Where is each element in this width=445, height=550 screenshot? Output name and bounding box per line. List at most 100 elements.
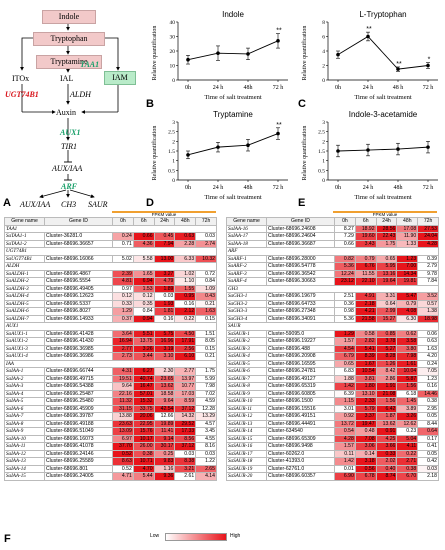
fpkm-value-cell: 4.25 [375,434,398,443]
gene-name-cell: SaSAUR-8 [226,382,267,391]
fpkm-value-cell: 3.27 [153,269,176,278]
data-point [366,148,370,152]
y-tick-label: 2 [172,139,175,145]
fpkm-value-cell: 11.90 [396,232,419,241]
gene-name-cell: SaSAUR-6 [226,367,267,376]
fpkm-value-cell: 3.43 [354,239,377,248]
fpkm-value-cell: 0.24 [417,359,439,368]
fpkm-value-cell: 0.22 [396,449,419,458]
fpkm-value-cell: 5.75 [153,329,176,338]
heatmap-row: SaUGT74B1 Cluster-68696.16066 5.02 5.58 13.0… [4,254,217,263]
chart-title: Tryptamine [213,110,253,119]
fpkm-value-cell: 11.32 [112,397,134,406]
fpkm-value-cell: 3.26 [132,344,155,353]
fpkm-value-cell: 3.44 [132,352,155,361]
fpkm-value-cell: 4.28 [417,239,439,248]
heatmap-row: SaALDH-6 Cluster-68696.8027 1.29 0.84 1.81 2.… [4,307,217,316]
fpkm-value-cell: 13.09 [112,427,134,436]
fpkm-value-cell: 0.58 [354,329,377,338]
gene-id-cell: Cluster-68696.65319 [266,382,335,391]
gene-id-cell: Cluster-68696.39787 [44,412,113,421]
fpkm-value-cell: 0.52 [112,449,134,458]
x-tick-label: 0h [335,85,341,91]
y-tick-label: 2.5 [168,130,175,136]
gene-name-cell: SaARF-3 [226,269,267,278]
heatmap-group-row: IAA [4,359,217,368]
fpkm-value-cell: 3.89 [396,404,419,413]
fpkm-value-cell: 14.46 [417,389,439,398]
gene-id-cell: Cluster-68696.19227 [266,337,335,346]
fpkm-value-cell: 17.08 [396,224,419,233]
heatmap-row: SaIAA-3 Cluster-68696.54388 9.64 16.47 13.62… [4,382,217,391]
y-tick-label: 0 [172,78,175,84]
panel-label-f: F [4,533,11,545]
y-axis-label: Relative quantification [151,126,158,181]
fpkm-value-cell: 0.92 [334,412,356,421]
gene-id-cell: Cluster-68696.1500 [266,397,335,406]
fpkm-value-cell: 1.93 [153,299,176,308]
gene-name-cell: SaALDH-7 [4,314,45,323]
y-tick-label: 10 [170,64,176,70]
gene-id-cell: Cluster-68696.64733 [266,299,335,308]
data-point [396,147,400,151]
fpkm-value-cell: 6.76 [354,262,377,271]
fpkm-value-cell: 0.12 [132,292,155,301]
gene-name-cell: SaALDH-6 [4,307,45,316]
heatmap-row: SaALDH-2 Cluster-68696.5554 4.81 6.94 4.79 1.… [4,277,217,286]
fpkm-value-cell: 6.33 [174,254,197,263]
itox-node: ITOx [12,74,30,83]
gene-id-cell: Cluster-59095.0 [266,329,335,338]
gene-name-cell: SaAUX1-2 [4,337,45,346]
heatmap-row: SaALDH-7 Cluster-68696.14933 0.37 0.94 0.16 0… [4,314,217,323]
fpkm-bar-right [333,211,437,213]
fpkm-value-cell: 0.39 [417,254,439,263]
gene-taa1: TAA1 [80,60,100,69]
heatmap-row: SaSAUR-20 Cluster-68696.60357 6.90 6.78 8.74… [226,472,439,481]
fpkm-value-cell: 2.79 [417,262,439,271]
fpkm-value-cell: 19.81 [396,277,419,286]
fpkm-value-cell: 6.83 [334,367,356,376]
fpkm-value-cell: 0.25 [153,449,176,458]
heatmap-row: SaSAUR-18 Cluster-41393.0 1.42 3.18 2.02 2.71… [226,457,439,466]
x-tick-label: 0h [185,185,191,191]
fpkm-value-cell: 1.57 [334,442,356,451]
y-axis-label: Relative quantification [301,126,308,181]
fpkm-value-cell: 19.51 [112,374,134,383]
fpkm-value-cell: 7.94 [153,239,176,248]
gene-id-cell: Cluster-68696.28000 [266,254,335,263]
fpkm-value-cell: 0.38 [132,449,155,458]
gene-id-cell: Cluster-68696.24604 [266,232,335,241]
fpkm-value-cell: 7.00 [396,262,419,271]
fpkm-value-cell: 6.27 [132,367,155,376]
fpkm-value-cell: 0.24 [112,232,134,241]
y-tick-label: 30 [170,35,176,41]
fpkm-value-cell: 2.95 [417,404,439,413]
y-tick-label: 1 [322,159,325,165]
fpkm-value-cell: 3.18 [354,457,377,466]
fpkm-value-cell: 8.63 [112,457,134,466]
heatmap-header-cell: 72h [417,217,439,226]
fpkm-value-cell: 24.04 [417,232,439,241]
fpkm-value-cell: 3.21 [174,464,197,473]
fpkm-value-cell: 1.55 [174,284,197,293]
heatmap-row: SaSAUR-1 Cluster-59095.0 1.29 0.58 0.85 0.62 0… [226,329,439,338]
fpkm-value-cell: 1.61 [396,359,419,368]
heatmap-row: SaSAUR-16 Cluster-68696.9498 1.57 3.06 3.66 4… [226,442,439,451]
gene-name-cell: SaSAUR-18 [226,457,267,466]
fpkm-value-cell: 0.14 [354,449,377,458]
fpkm-value-cell: 27.53 [417,224,439,233]
fpkm-value-cell: 5.87 [396,374,419,383]
fpkm-value-cell: 13.62 [153,382,176,391]
gene-name-cell: SaSAUR-20 [226,472,267,481]
fpkm-value-cell: 16.96 [153,337,176,346]
fpkm-value-cell: 0.16 [174,299,197,308]
gene-id-cell: Cluster-68696.25589 [44,457,113,466]
gene-id-cell: Cluster-68696.60357 [266,472,335,481]
heatmap-row: SaSAUR-4 Cluster-68696.20908 6.79 8.39 8.28 7… [226,352,439,361]
significance-marker: ** [276,28,282,35]
gene-id-cell: Cluster-68696.16595 [266,359,335,368]
gene-id-cell: Cluster-68696.16066 [44,254,113,263]
gene-name-cell: SaIAA-2 [4,374,45,383]
fpkm-value-cell: 0.66 [132,232,155,241]
gene-id-cell: Cluster-68696.66744 [44,367,113,376]
